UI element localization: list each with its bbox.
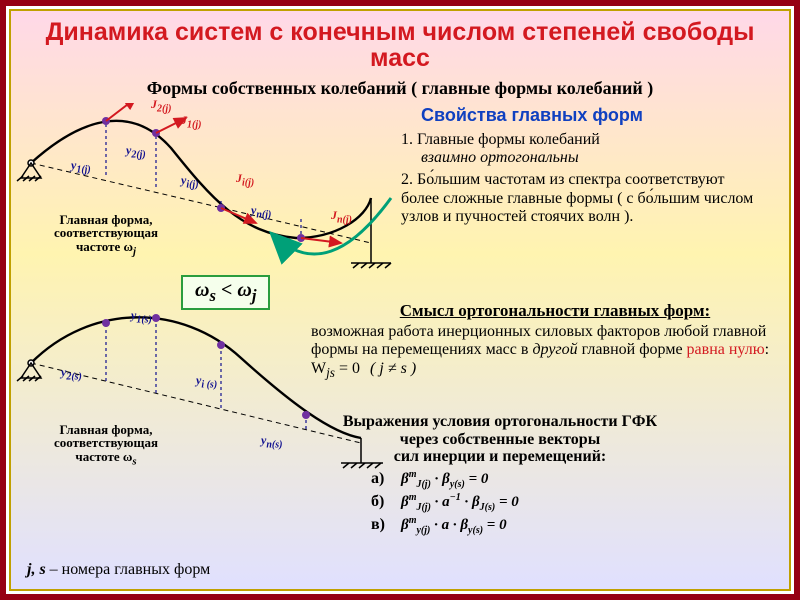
ortho-body: возможная работа инерционных силовых фак… — [301, 323, 779, 380]
subtitle: Формы собственных колебаний ( главные фо… — [11, 76, 789, 103]
formula-b: б) βтJ(j) · a−1 · βJ(s) = 0 — [371, 491, 789, 514]
properties-heading: Свойства главных форм — [401, 103, 763, 130]
jnj-label: Jn(j) — [331, 208, 352, 225]
ynj-label: yn(j) — [251, 203, 271, 220]
y2j-label: y2(j) — [126, 143, 146, 160]
j2j-label: J2(j) — [151, 97, 171, 114]
content: Динамика систем с конечным числом степен… — [11, 11, 789, 589]
jij-label: Ji(j) — [236, 171, 254, 188]
formula-a: а) βтJ(j) · βy(s) = 0 — [371, 468, 789, 491]
yij-label: yi(j) — [181, 173, 199, 190]
ortho-title: Смысл ортогональности главных форм: — [301, 297, 779, 323]
upper-mode-label: Главная форма, соответствующая частоте ω… — [21, 213, 191, 258]
property-1: 1. Главные формы колебаний взаимно ортог… — [401, 130, 763, 169]
inner-frame: Динамика систем с конечным числом степен… — [9, 9, 791, 591]
j1j-label: J1(j) — [181, 113, 201, 130]
outer-frame: Динамика систем с конечным числом степен… — [0, 0, 800, 600]
property-2: 2. Бо́льшим частотам из спектра соответс… — [401, 170, 763, 227]
footer-note: j, s – номера главных форм — [27, 561, 210, 579]
main-title: Динамика систем с конечным числом степен… — [11, 11, 789, 76]
formula-c: в) βтy(j) · a · βy(s) = 0 — [371, 514, 789, 537]
conditions-title: Выражения условия ортогональности ГФК че… — [211, 409, 789, 468]
y1j-label: y1(j) — [71, 158, 91, 175]
